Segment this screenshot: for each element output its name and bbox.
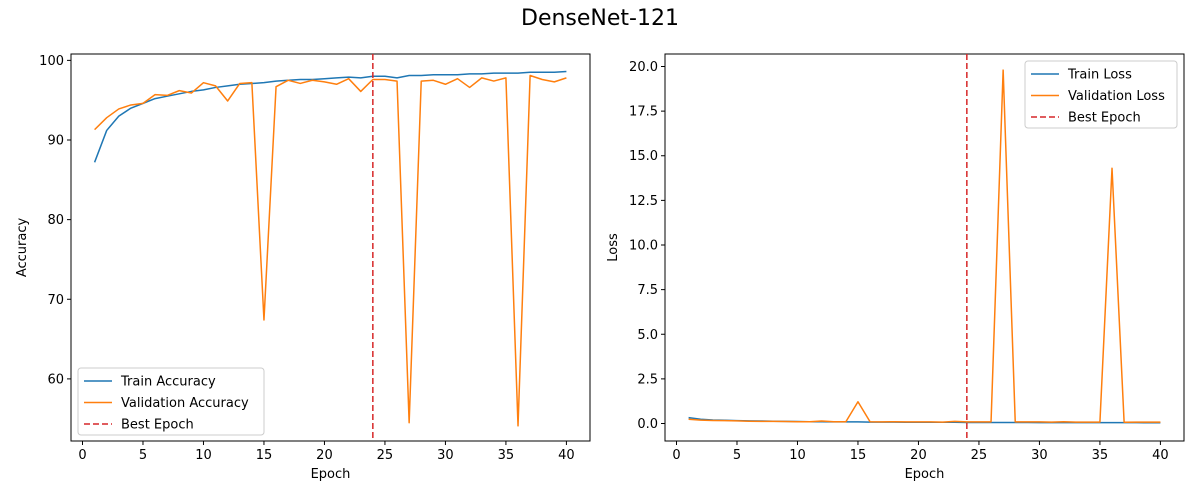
acc-series-train-accuracy — [93, 70, 567, 163]
acc-y-tick-label: 90 — [47, 134, 64, 149]
loss-x-axis-label: Epoch — [905, 467, 945, 482]
loss-legend-label: Train Loss — [1067, 68, 1132, 83]
loss-y-tick-label: 5.0 — [637, 328, 658, 343]
acc-x-axis-label: Epoch — [311, 467, 351, 482]
loss-y-tick-label: 12.5 — [629, 194, 658, 209]
loss-series-validation-loss — [688, 69, 1161, 424]
loss-y-tick-label: 0.0 — [637, 417, 658, 432]
acc-x-tick-label: 40 — [558, 448, 575, 463]
loss-x-tick-label: 5 — [733, 448, 741, 463]
acc-legend-label: Train Accuracy — [120, 375, 216, 390]
acc-x-tick-label: 30 — [437, 448, 454, 463]
acc-legend: Train Accuracy Validation Accuracy Best Ep… — [77, 367, 265, 436]
acc-x-tick-label: 20 — [316, 448, 333, 463]
acc-y-axis-label: Accuracy — [15, 218, 30, 278]
loss-x-tick-label: 35 — [1092, 448, 1109, 463]
acc-y-tick-label: 60 — [47, 372, 64, 387]
acc-legend-label: Best Epoch — [121, 418, 194, 433]
acc-y-tick-label: 70 — [47, 293, 64, 308]
acc-axes-frame — [70, 53, 591, 442]
loss-y-axis-label: Loss — [606, 233, 621, 262]
loss-y-tick-label: 15.0 — [629, 149, 658, 164]
loss-legend-label: Validation Loss — [1068, 89, 1165, 104]
acc-legend-label: Validation Accuracy — [121, 396, 249, 411]
loss-x-tick-label: 10 — [789, 448, 806, 463]
loss-y-tick-label: 7.5 — [637, 283, 658, 298]
loss-legend-label: Best Epoch — [1068, 111, 1141, 126]
loss-axes-frame — [664, 53, 1185, 442]
loss-x-tick-label: 15 — [850, 448, 867, 463]
acc-plot-area — [93, 54, 567, 441]
loss-x-tick-label: 30 — [1031, 448, 1048, 463]
loss-chart: 0 5 10 15 20 25 30 35 40 0.0 2.5 5.0 7.5 10.0 12.5 15.0… — [606, 53, 1185, 482]
acc-series-validation-accuracy — [94, 74, 567, 427]
acc-x-tick-label: 15 — [256, 448, 273, 463]
loss-y-tick-label: 20.0 — [629, 60, 658, 75]
acc-y-tick-label: 80 — [47, 213, 64, 228]
loss-y-tick-label: 17.5 — [629, 105, 658, 120]
acc-y-tick-label: 100 — [39, 54, 64, 69]
loss-legend-box — [1024, 60, 1178, 129]
accuracy-chart: 0 5 10 15 20 25 30 35 40 60 70 80 90 100 Epoch Accuracy… — [15, 53, 591, 482]
acc-x-tick-label: 0 — [78, 448, 86, 463]
loss-y-tick-label: 10.0 — [629, 239, 658, 254]
acc-x-tick-label: 35 — [498, 448, 515, 463]
acc-legend-box — [77, 367, 265, 436]
loss-x-tick-label: 0 — [672, 448, 680, 463]
loss-plot-area — [688, 54, 1161, 441]
figure-title: DenseNet-121 — [521, 6, 679, 31]
acc-x-tick-label: 5 — [139, 448, 147, 463]
loss-legend: Train Loss Validation Loss Best Epoch — [1024, 60, 1178, 129]
loss-y-tick-label: 2.5 — [637, 372, 658, 387]
acc-x-tick-label: 25 — [377, 448, 394, 463]
acc-x-tick-label: 10 — [195, 448, 212, 463]
loss-x-tick-label: 40 — [1152, 448, 1169, 463]
loss-x-tick-label: 20 — [910, 448, 927, 463]
loss-x-tick-label: 25 — [971, 448, 988, 463]
